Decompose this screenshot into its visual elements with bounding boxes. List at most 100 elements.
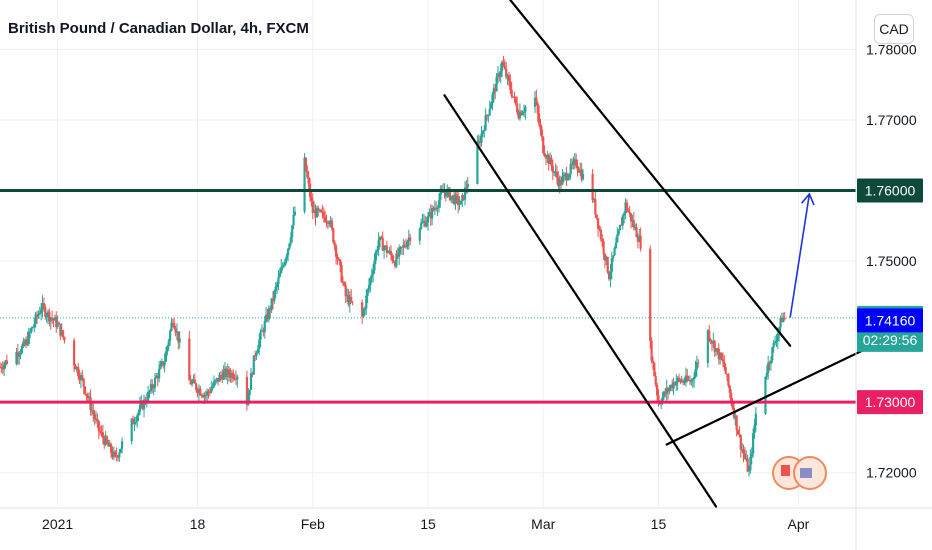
candle-body	[225, 368, 228, 378]
candle-body	[383, 247, 386, 251]
candle-body	[546, 155, 549, 159]
candle-body	[446, 189, 449, 197]
candle-body	[101, 432, 104, 439]
candle-body	[625, 202, 629, 211]
candle-body	[97, 420, 100, 432]
candles	[0, 55, 786, 477]
candle-body	[746, 458, 749, 472]
level-label-resistance-text: 1.76000	[865, 183, 916, 199]
candle-body	[676, 377, 679, 382]
candle-body	[741, 449, 744, 451]
candle-body	[603, 253, 607, 261]
candle-body	[736, 430, 740, 435]
candle-body	[236, 376, 239, 380]
candle-body	[107, 442, 110, 447]
candle-body	[458, 204, 461, 206]
candle-body	[210, 388, 213, 393]
candle-body	[628, 211, 631, 214]
candle-body	[164, 351, 168, 362]
candle-body	[779, 317, 782, 328]
candle-body	[232, 372, 235, 379]
currency-badge[interactable]: CAD	[874, 14, 914, 44]
candle-body	[223, 368, 227, 372]
candle-body	[454, 194, 457, 204]
candle-body	[683, 382, 686, 384]
candle-body	[639, 235, 642, 249]
candle-body	[459, 200, 463, 205]
candle-body	[714, 348, 718, 352]
candle-body	[29, 331, 32, 333]
candle-body	[431, 208, 434, 219]
candle-body	[505, 68, 508, 78]
candle-body	[387, 252, 390, 254]
candle-body	[554, 171, 557, 173]
candle-body	[562, 174, 565, 177]
candle-body	[348, 296, 351, 305]
candle-body	[510, 89, 513, 97]
candle-body	[433, 207, 436, 210]
candle-body	[690, 380, 693, 382]
candle-body	[380, 236, 383, 239]
candle-body	[396, 253, 399, 257]
candle-body	[650, 340, 653, 361]
candle-body	[488, 108, 491, 115]
candle-body	[422, 220, 425, 222]
candle-body	[330, 220, 334, 229]
candle-body	[248, 389, 251, 396]
candle-body	[606, 256, 609, 273]
candle-body	[251, 373, 254, 375]
candle-body	[196, 389, 199, 394]
candle-body	[665, 387, 668, 395]
candle-body	[752, 433, 755, 454]
candle-body	[221, 375, 224, 380]
candle-body	[293, 211, 297, 215]
candle-body	[638, 235, 641, 242]
candle-body	[635, 227, 638, 238]
candle-body	[517, 112, 520, 119]
candle-body	[561, 176, 564, 185]
candle-body	[56, 322, 59, 327]
candle-body	[53, 317, 56, 321]
candle-body	[502, 62, 505, 66]
candle-body	[632, 220, 635, 228]
candle-body	[432, 208, 435, 210]
candle-body	[772, 342, 775, 348]
candle-body	[336, 256, 339, 260]
candle-body	[601, 239, 604, 242]
candle-body	[664, 391, 667, 395]
candle-body	[222, 371, 225, 380]
candle-body	[195, 383, 198, 390]
candle-body	[565, 173, 568, 181]
candle-body	[631, 220, 634, 222]
candle-body	[568, 174, 571, 179]
candle-body	[720, 353, 723, 360]
candle-body	[328, 223, 331, 225]
candle-body	[141, 401, 144, 410]
candle-body	[754, 413, 757, 426]
candle-body	[326, 221, 329, 224]
horizontal-levels	[0, 189, 856, 404]
candle-body	[344, 285, 347, 297]
candle-body	[33, 324, 36, 327]
candle-body	[612, 255, 615, 258]
candle-body	[399, 246, 402, 249]
candle-body	[435, 207, 438, 209]
candle-body	[749, 456, 752, 471]
candle-body	[389, 250, 393, 256]
candle-body	[539, 123, 542, 130]
candle-body	[321, 211, 324, 213]
candle-body	[162, 361, 165, 366]
candle-body	[409, 237, 412, 241]
candle-body	[93, 414, 96, 419]
candle-body	[361, 302, 364, 317]
candle-body	[693, 377, 696, 380]
candle-body	[480, 133, 483, 143]
chart-title: British Pound / Canadian Dollar, 4h, FXC…	[8, 20, 309, 37]
candle-body	[372, 270, 375, 275]
candle-body	[767, 362, 770, 373]
candle-body	[491, 94, 494, 104]
candle-body	[78, 376, 81, 381]
candle-body	[620, 224, 623, 226]
